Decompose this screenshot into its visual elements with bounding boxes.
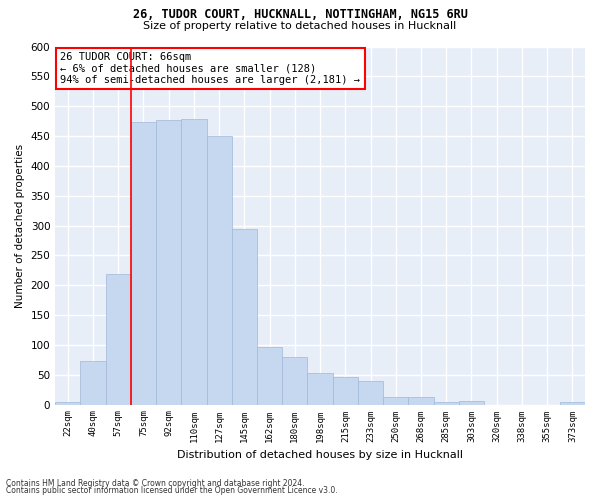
Bar (383, 397, 409, 404)
Text: 26 TUDOR COURT: 66sqm
← 6% of detached houses are smaller (128)
94% of semi-deta: 26 TUDOR COURT: 66sqm ← 6% of detached h… (61, 52, 361, 85)
Bar (459, 401, 484, 404)
Text: Size of property relative to detached houses in Hucknall: Size of property relative to detached ho… (143, 21, 457, 31)
Bar (257, 348, 282, 405)
Text: Contains HM Land Registry data © Crown copyright and database right 2024.: Contains HM Land Registry data © Crown c… (6, 478, 305, 488)
Bar (307, 373, 332, 404)
Bar (332, 377, 358, 404)
Bar (358, 380, 383, 404)
Y-axis label: Number of detached properties: Number of detached properties (15, 144, 25, 308)
Bar (232, 229, 257, 404)
Bar (560, 402, 585, 404)
Bar (80, 361, 106, 405)
Bar (131, 122, 156, 405)
Bar (156, 120, 181, 405)
Text: Contains public sector information licensed under the Open Government Licence v3: Contains public sector information licen… (6, 486, 338, 495)
Bar (409, 398, 434, 404)
Bar (434, 402, 459, 404)
Bar (55, 402, 80, 404)
Bar (181, 118, 206, 405)
X-axis label: Distribution of detached houses by size in Hucknall: Distribution of detached houses by size … (177, 450, 463, 460)
Bar (206, 136, 232, 404)
Bar (282, 357, 307, 405)
Bar (106, 274, 131, 404)
Text: 26, TUDOR COURT, HUCKNALL, NOTTINGHAM, NG15 6RU: 26, TUDOR COURT, HUCKNALL, NOTTINGHAM, N… (133, 8, 467, 20)
